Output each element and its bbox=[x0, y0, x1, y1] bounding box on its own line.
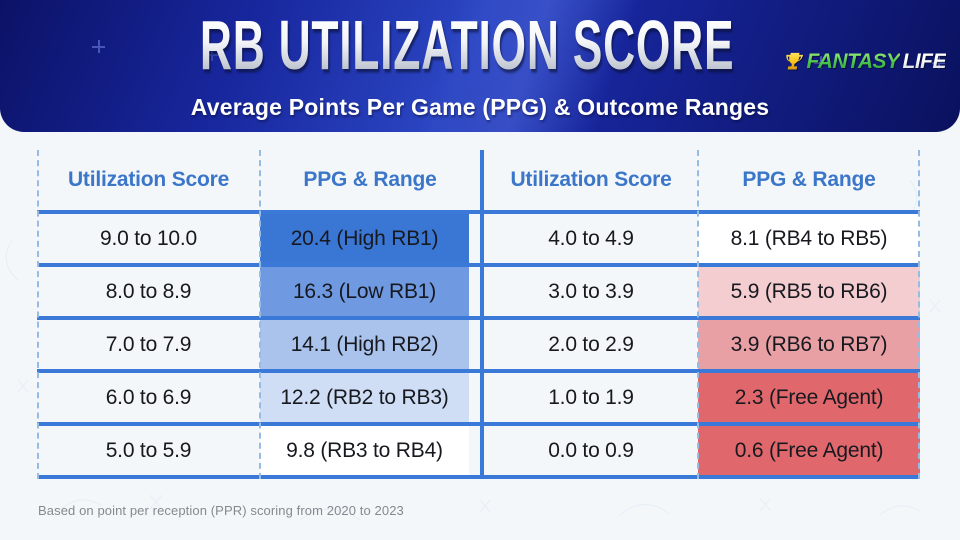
ppg-cell: 9.8 (RB3 to RB4) bbox=[260, 426, 469, 475]
table-row: 9.0 to 10.0 20.4 (High RB1) 4.0 to 4.9 8… bbox=[37, 214, 920, 267]
table-right-dashed-border bbox=[918, 150, 920, 479]
ppg-cell: 20.4 (High RB1) bbox=[260, 214, 469, 263]
plus-mark-icon bbox=[205, 48, 218, 61]
col-header-ppg-left: PPG & Range bbox=[303, 168, 437, 191]
ppg-cell: 12.2 (RB2 to RB3) bbox=[260, 373, 469, 422]
score-range: 3.0 to 3.9 bbox=[548, 279, 634, 303]
score-range: 9.0 to 10.0 bbox=[99, 226, 198, 250]
score-range: 8.0 to 8.9 bbox=[105, 279, 192, 303]
ppg-cell: 8.1 (RB4 to RB5) bbox=[698, 214, 920, 263]
table-middle-divider bbox=[480, 150, 484, 210]
table-row: 7.0 to 7.9 14.1 (High RB2) 2.0 to 2.9 3.… bbox=[37, 320, 920, 373]
footer-note: Based on point per reception (PPR) scori… bbox=[38, 503, 404, 518]
col-header-utilization-right: Utilization Score bbox=[510, 168, 672, 191]
table-inner-dashed-border bbox=[259, 150, 261, 479]
ppg-cell: 2.3 (Free Agent) bbox=[698, 373, 920, 422]
page-title: RB UTILIZATION SCORE bbox=[0, 7, 934, 85]
score-range: 2.0 to 2.9 bbox=[548, 332, 634, 356]
page-subtitle: Average Points Per Game (PPG) & Outcome … bbox=[190, 94, 770, 120]
trophy-icon bbox=[785, 52, 803, 70]
score-range: 7.0 to 7.9 bbox=[105, 332, 192, 356]
table-inner-dashed-border bbox=[697, 150, 699, 479]
score-range: 1.0 to 1.9 bbox=[548, 385, 634, 409]
col-header-ppg-right: PPG & Range bbox=[742, 168, 876, 191]
table-header-row: Utilization Score PPG & Range Utilizatio… bbox=[37, 150, 920, 214]
plus-mark-icon bbox=[92, 40, 105, 53]
table-row: 5.0 to 5.9 9.8 (RB3 to RB4) 0.0 to 0.9 0… bbox=[37, 426, 920, 479]
ppg-cell: 5.9 (RB5 to RB6) bbox=[698, 267, 920, 316]
score-range: 5.0 to 5.9 bbox=[105, 438, 192, 462]
table-row: 8.0 to 8.9 16.3 (Low RB1) 3.0 to 3.9 5.9… bbox=[37, 267, 920, 320]
page-title-text: RB UTILIZATION SCORE bbox=[200, 2, 734, 90]
score-range: 6.0 to 6.9 bbox=[105, 385, 192, 409]
banner: RB UTILIZATION SCORE Average Points Per … bbox=[0, 0, 960, 132]
ppg-cell: 14.1 (High RB2) bbox=[260, 320, 469, 369]
score-range: 0.0 to 0.9 bbox=[548, 438, 634, 462]
ppg-cell: 3.9 (RB6 to RB7) bbox=[698, 320, 920, 369]
utilization-score-table: Utilization Score PPG & Range Utilizatio… bbox=[37, 150, 920, 479]
score-range: 4.0 to 4.9 bbox=[548, 226, 634, 250]
ppg-cell: 16.3 (Low RB1) bbox=[260, 267, 469, 316]
ppg-cell: 0.6 (Free Agent) bbox=[698, 426, 920, 475]
table-left-dashed-border bbox=[37, 150, 39, 479]
brand-life: LIFE bbox=[902, 50, 947, 73]
table-row: 6.0 to 6.9 12.2 (RB2 to RB3) 1.0 to 1.9 … bbox=[37, 373, 920, 426]
brand-fantasy: FANTASY bbox=[806, 50, 900, 73]
plus-mark-icon bbox=[932, 56, 945, 69]
plus-mark-icon bbox=[814, 56, 827, 69]
fantasy-life-logo: FANTASY LIFE bbox=[783, 50, 946, 74]
col-header-utilization-left: Utilization Score bbox=[67, 168, 230, 191]
